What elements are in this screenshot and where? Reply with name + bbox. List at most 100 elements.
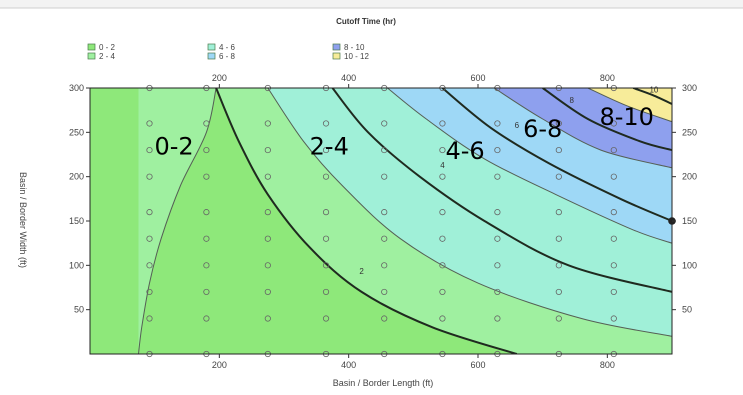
sample-point (264, 315, 271, 322)
sample-point (381, 120, 388, 127)
sample-point (381, 288, 388, 296)
x-axis: 200 200 400 400 600 600 800 800 (212, 73, 615, 370)
sample-point (322, 173, 330, 180)
sample-point (203, 120, 210, 127)
contour-label: 8 (570, 96, 575, 105)
x-tick-label-top: 400 (341, 73, 356, 83)
x-tick-label: 200 (212, 360, 227, 370)
band-fill-10-12 (587, 88, 672, 122)
region-label-0-2: 0-2 (154, 133, 193, 161)
sample-point (439, 120, 446, 127)
contour-line-5 (387, 88, 672, 244)
x-tick-label: 800 (600, 360, 615, 370)
legend-label: 0 - 2 (99, 43, 116, 52)
sample-point (322, 315, 330, 322)
sample-point (203, 173, 210, 180)
sample-point (494, 315, 501, 322)
sample-point (146, 262, 153, 269)
sample-point (146, 315, 153, 322)
region-label-4-6: 4-6 (445, 137, 484, 165)
y-tick-label-right: 50 (682, 305, 692, 315)
sample-point (322, 288, 330, 296)
legend-label: 6 - 8 (219, 52, 236, 61)
sample-point (264, 288, 271, 296)
sample-point (610, 209, 617, 216)
sample-point (494, 120, 501, 127)
region-label-6-8: 6-8 (523, 115, 562, 143)
sample-point (439, 262, 446, 269)
sample-point (439, 146, 446, 154)
sample-point (494, 288, 501, 296)
legend-label: 10 - 12 (344, 52, 369, 61)
y-tick-label-right: 300 (682, 83, 697, 93)
sample-point (203, 209, 210, 216)
sample-point (264, 262, 271, 269)
sample-point (203, 315, 210, 322)
legend-swatch (87, 43, 96, 51)
y-tick-label: 150 (69, 216, 84, 226)
sample-point (494, 209, 501, 216)
contour-line-8 (542, 88, 672, 152)
sample-point (203, 235, 210, 242)
sample-point (322, 209, 330, 216)
sample-point (555, 288, 562, 296)
sample-point (439, 288, 446, 296)
x-tick-label-top: 600 (470, 73, 485, 83)
sample-point (322, 146, 330, 154)
sample-point (555, 146, 562, 154)
sample-point (439, 173, 446, 180)
sample-point (203, 262, 210, 269)
sample-point (494, 146, 501, 154)
sample-point (322, 262, 330, 269)
sample-point (555, 173, 562, 180)
region-label-2-4: 2-4 (310, 133, 349, 161)
sample-point (203, 146, 210, 154)
y-tick-label: 200 (69, 172, 84, 182)
contour-line-1 (138, 88, 217, 354)
sample-point (610, 262, 617, 269)
sample-point (146, 173, 153, 180)
y-tick-label-right: 200 (682, 172, 697, 182)
chart-title: Cutoff Time (hr) (336, 17, 396, 26)
region-label-8-10: 8-10 (599, 103, 653, 131)
sample-point (322, 120, 330, 127)
sample-point (381, 209, 388, 216)
y-tick-label-right: 150 (682, 216, 697, 226)
contour-line-9 (587, 88, 672, 123)
sample-point (264, 209, 271, 216)
sample-point (264, 173, 271, 180)
x-tick-label-top: 200 (212, 73, 227, 83)
sample-point (439, 315, 446, 322)
sample-point (146, 146, 153, 154)
legend-swatch (207, 43, 216, 51)
sample-point (439, 209, 446, 216)
sample-point (610, 173, 617, 180)
sample-point (610, 315, 617, 322)
x-axis-label: Basin / Border Length (ft) (333, 378, 434, 388)
sample-point (381, 173, 388, 180)
y-axis: 50 50 100 100 150 150 200 200 250 250 300 300 (69, 83, 697, 315)
y-tick-label-right: 100 (682, 260, 697, 270)
sample-point (494, 173, 501, 180)
sample-point (494, 262, 501, 269)
sample-point (146, 235, 153, 242)
sample-point (146, 120, 153, 127)
legend-label: 2 - 4 (99, 52, 116, 61)
x-tick-label-top: 800 (600, 73, 615, 83)
legend-swatch (332, 43, 341, 51)
toolbar-strip (0, 0, 743, 9)
y-axis-label: Basin / Border Width (ft) (18, 172, 28, 268)
legend-label: 8 - 10 (344, 43, 365, 52)
contour-line-2 (215, 88, 518, 354)
contour-line-10 (632, 88, 672, 105)
sample-point (381, 235, 388, 242)
plot-area: 2 4 6 8 10 0-2 2-4 4-6 6-8 8-10 (89, 84, 676, 358)
contour-label: 2 (359, 267, 364, 276)
x-tick-label: 600 (470, 360, 485, 370)
sample-point (146, 209, 153, 216)
y-tick-label: 100 (69, 260, 84, 270)
band-fill-2-4 (138, 88, 217, 354)
sample-point (381, 146, 388, 154)
